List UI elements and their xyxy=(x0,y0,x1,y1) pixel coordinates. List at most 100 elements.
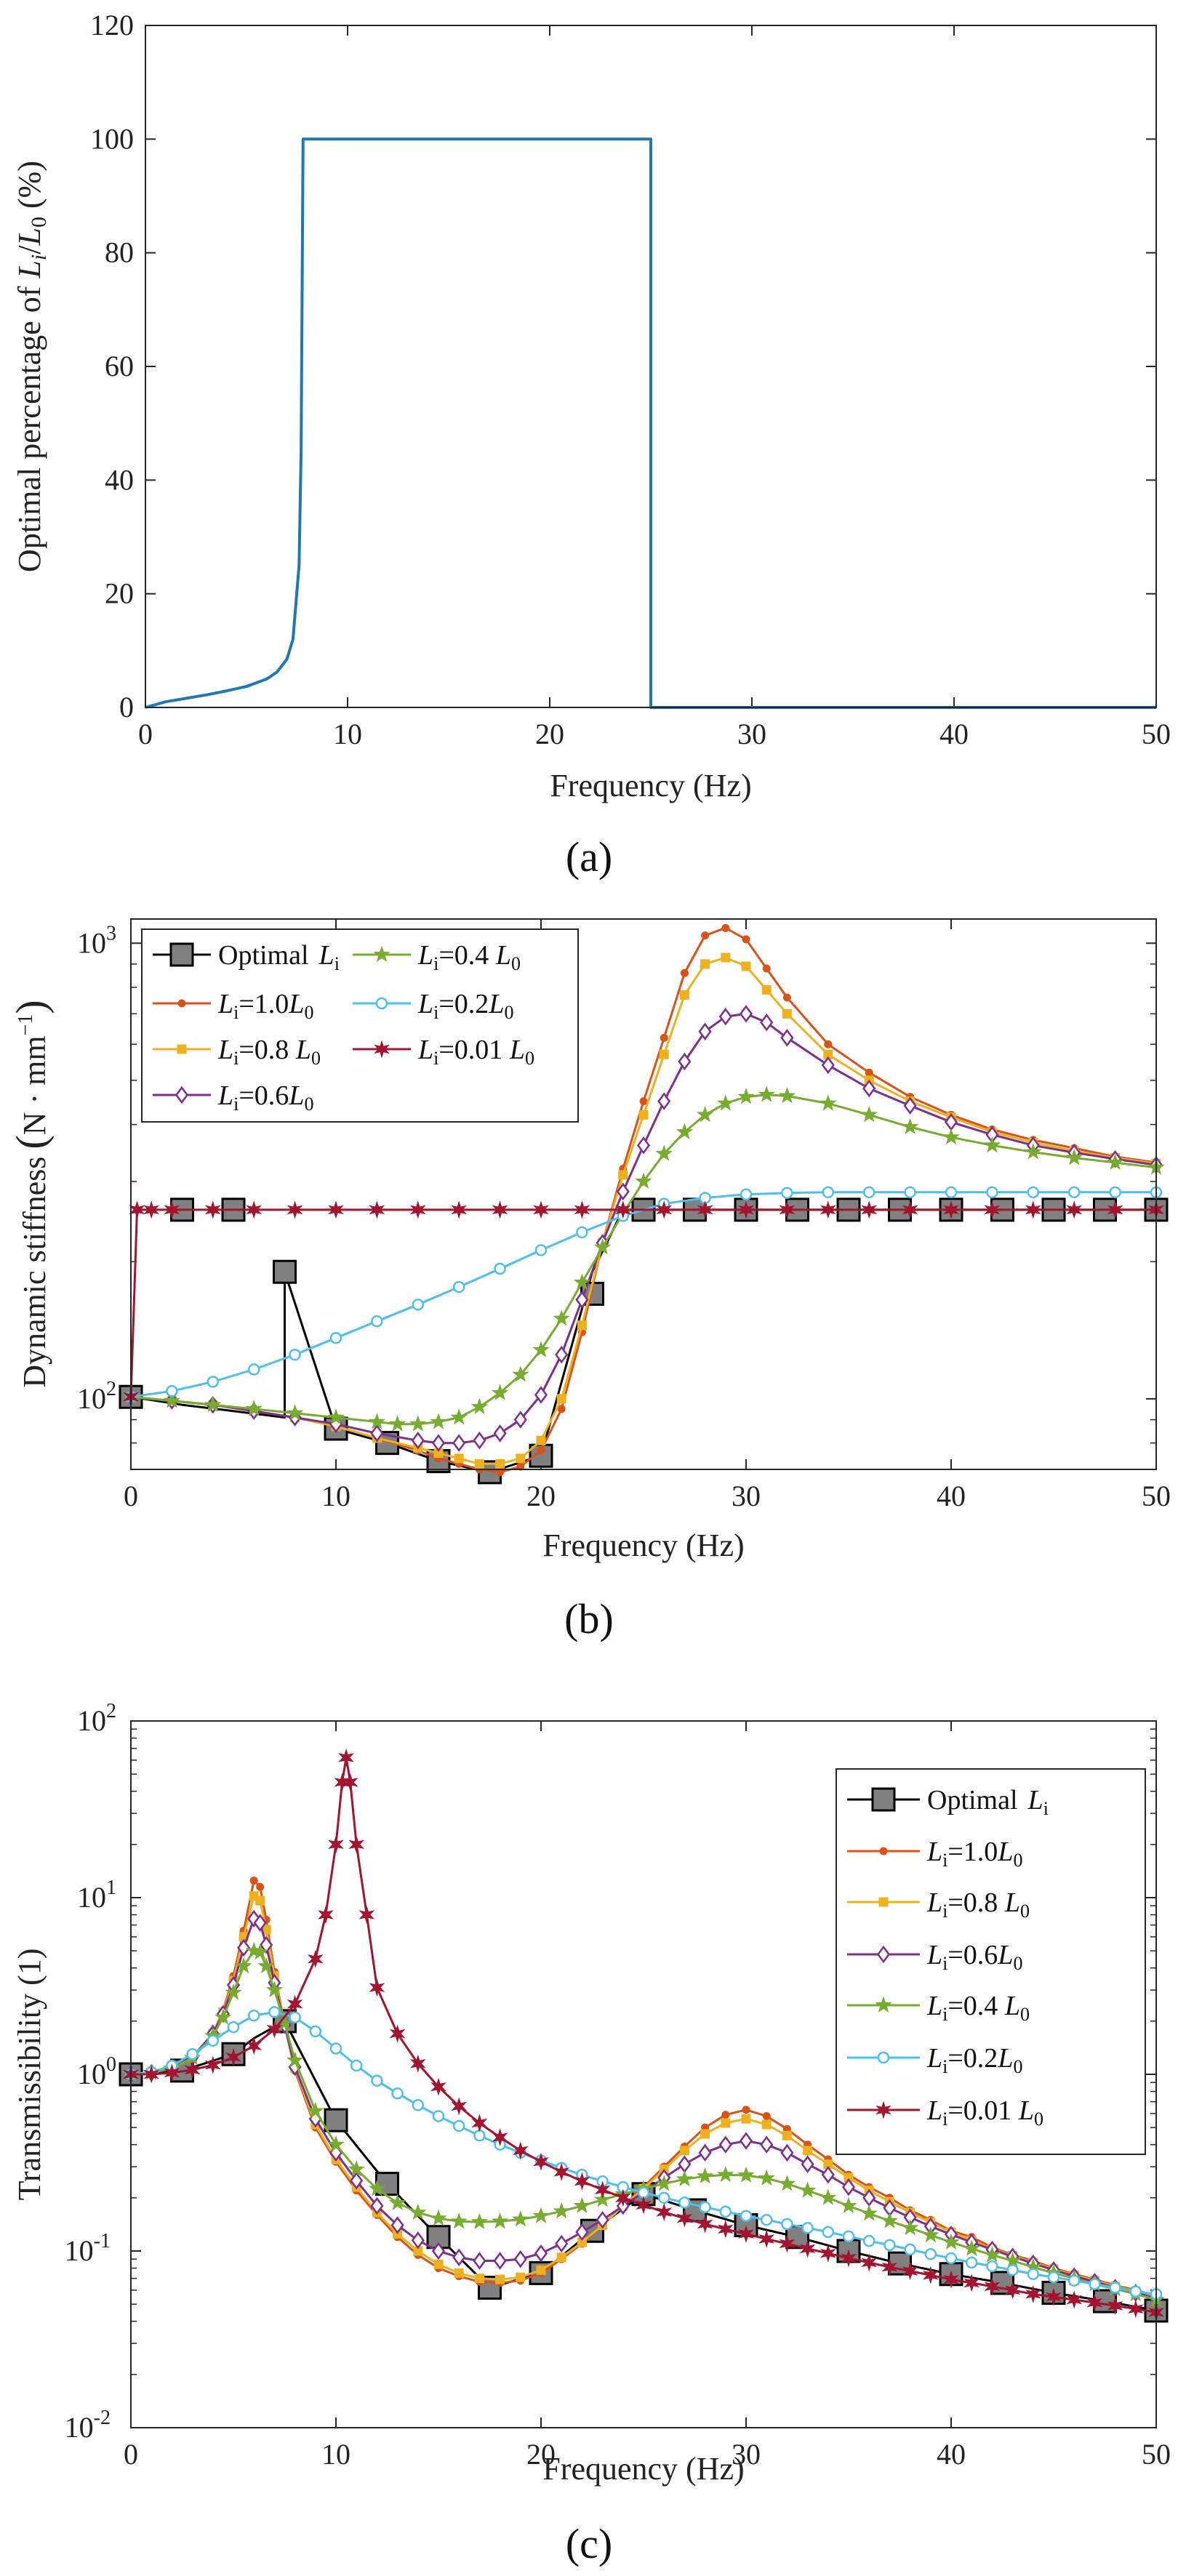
text-span: L xyxy=(217,1080,233,1111)
data-point xyxy=(534,2244,548,2263)
data-point xyxy=(1089,2278,1101,2290)
series-Li0.01 xyxy=(123,1748,1164,2322)
data-point xyxy=(860,1106,878,1123)
data-point xyxy=(556,2252,566,2263)
data-point xyxy=(536,2265,546,2275)
series-line xyxy=(130,2020,1157,2312)
data-point xyxy=(1047,2271,1060,2284)
panel-b-axes-box xyxy=(130,918,1157,1470)
data-point xyxy=(983,2246,1001,2263)
data-point xyxy=(742,2106,750,2114)
text-span: =1.0 xyxy=(947,1837,998,1867)
text-span: =0.01 xyxy=(947,2095,1018,2126)
legend-label: Optimal Li xyxy=(927,1785,1049,1819)
data-point xyxy=(491,2212,509,2229)
data-point xyxy=(696,1106,714,1123)
text-span: 0 xyxy=(1020,2004,1030,2025)
series-line xyxy=(129,1208,1156,1397)
data-point xyxy=(368,1413,386,1429)
data-point xyxy=(782,993,791,1002)
text-span: 0 xyxy=(1013,1850,1022,1871)
series-Li xyxy=(119,1197,1169,1485)
text-span: L xyxy=(417,940,433,971)
data-point xyxy=(286,1404,304,1421)
text-span: 10 xyxy=(77,926,106,959)
data-point xyxy=(431,1434,446,1452)
x-tick-label: 50 xyxy=(1142,1480,1171,1512)
text-span: L xyxy=(997,1940,1013,1970)
data-point xyxy=(329,1331,342,1344)
data-point xyxy=(614,1200,631,1219)
data-point xyxy=(594,2180,611,2199)
data-point xyxy=(680,968,689,977)
panel-a-axes-box xyxy=(145,25,1157,708)
data-point xyxy=(844,2172,854,2183)
data-point xyxy=(207,2034,220,2047)
data-point xyxy=(841,2249,857,2268)
text-span: L xyxy=(926,1991,942,2021)
legend-label: Li=0.8 L0 xyxy=(926,1887,1030,1922)
data-point xyxy=(1025,1143,1042,1160)
data-point xyxy=(426,2225,451,2250)
data-point xyxy=(741,961,751,971)
data-point xyxy=(820,1094,837,1111)
text-span: =1.0 xyxy=(239,989,289,1019)
x-tick-label: 50 xyxy=(1142,718,1171,750)
series-line xyxy=(130,1094,1157,1426)
data-point xyxy=(656,1200,673,1219)
y-tick-label: 102 xyxy=(77,1378,116,1415)
data-point xyxy=(577,1320,587,1331)
legend-box xyxy=(141,928,579,1123)
data-point xyxy=(533,1200,549,1219)
data-point xyxy=(780,1029,794,1047)
text-span: 0 xyxy=(1034,2108,1043,2130)
data-point xyxy=(537,1446,545,1455)
data-point xyxy=(760,2213,773,2226)
data-point xyxy=(1109,2282,1121,2294)
data-point xyxy=(516,2272,526,2282)
data-point xyxy=(164,2063,180,2082)
data-point xyxy=(638,1110,649,1120)
data-point xyxy=(739,1005,753,1023)
legend-entry: Li=1.0L0 xyxy=(153,989,313,1023)
data-point xyxy=(409,2054,426,2073)
data-point xyxy=(986,2260,998,2273)
x-tick-label: 40 xyxy=(937,1480,966,1512)
panel-c-axes-box xyxy=(130,1720,1157,2428)
data-point xyxy=(823,2159,833,2170)
data-point xyxy=(779,2234,796,2253)
data-point xyxy=(618,1170,628,1180)
legend-entry: Li=0.01 L0 xyxy=(353,1035,534,1069)
data-point xyxy=(207,1376,220,1388)
text-span: L xyxy=(495,940,511,971)
data-point xyxy=(474,2274,484,2284)
data-point xyxy=(253,1914,267,1932)
data-point xyxy=(512,2210,529,2227)
y-tick-label: 10-2 xyxy=(65,2407,111,2444)
x-tick-label: 10 xyxy=(321,1480,350,1512)
text-span: L xyxy=(1027,1785,1043,1815)
data-point xyxy=(721,2111,730,2119)
text-span: i xyxy=(334,953,340,974)
data-point xyxy=(1109,1186,1121,1199)
data-point xyxy=(513,2250,527,2268)
text-span: i xyxy=(233,1048,239,1069)
data-point xyxy=(389,2024,406,2043)
data-point xyxy=(942,2233,960,2250)
data-point xyxy=(881,2258,898,2276)
legend-entry: Li=0.4 L0 xyxy=(353,940,521,974)
data-point xyxy=(1027,1186,1040,1199)
data-point xyxy=(761,984,772,995)
data-point xyxy=(758,2229,775,2248)
data-point xyxy=(371,2074,383,2087)
data-point xyxy=(430,2209,447,2226)
data-point xyxy=(1025,2284,1041,2303)
panel-a-x-label: Frequency (Hz) xyxy=(550,768,751,803)
data-point xyxy=(309,2025,322,2038)
data-point xyxy=(255,1895,265,1906)
legend-entry: Li=0.2L0 xyxy=(847,2043,1022,2077)
